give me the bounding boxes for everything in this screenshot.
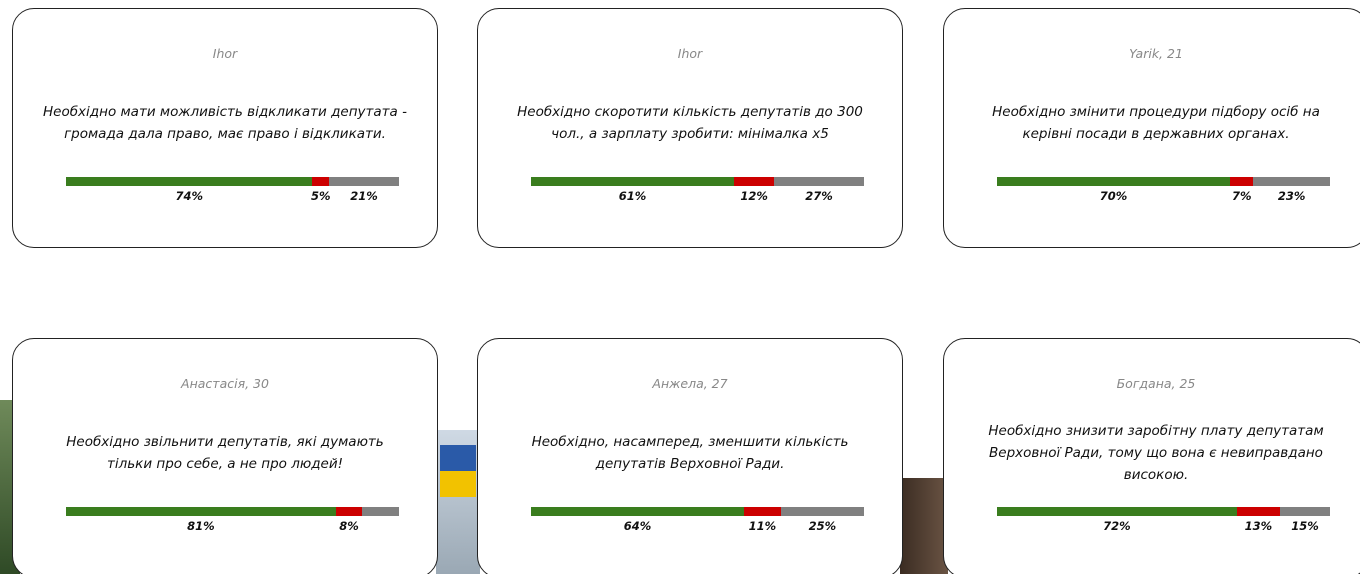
card: Ihor Необхідно мати можливість відкликати… xyxy=(12,8,438,248)
value-label: 27% xyxy=(805,189,833,203)
vote-bar: 72% 13% 15% xyxy=(997,507,1330,533)
author: Анжела, 27 xyxy=(652,376,728,391)
background-flag xyxy=(440,445,476,471)
bar-segment: 70% xyxy=(997,177,1231,203)
quote: Необхідно змінити процедури підбору осіб… xyxy=(992,104,1320,142)
card: Ihor Необхідно скоротити кількість депута… xyxy=(477,8,903,248)
value-label: 8% xyxy=(339,519,359,533)
value-label: 72% xyxy=(1103,519,1131,533)
bar-segment: 13% xyxy=(1236,507,1281,533)
value-label: 15% xyxy=(1291,519,1319,533)
value-label: 21% xyxy=(350,189,378,203)
bar-segment: 23% xyxy=(1253,177,1330,203)
bar-segment: 7% xyxy=(1230,177,1254,203)
bar-segment: 21% xyxy=(329,177,399,203)
quote: Необхідно, насамперед, зменшити кількіст… xyxy=(531,434,849,472)
vote-bar: 61% 12% 27% xyxy=(531,177,864,203)
quote: Необхідно знизити заробітну плату депута… xyxy=(988,423,1324,483)
author: Ihor xyxy=(212,46,238,61)
bar-segment: 81% xyxy=(66,507,336,533)
bar-segment: 74% xyxy=(66,177,313,203)
bar-segment xyxy=(362,507,399,516)
bar-segment: 61% xyxy=(531,177,735,203)
value-label: 12% xyxy=(740,189,768,203)
bar-segment: 5% xyxy=(311,177,330,203)
value-label: 5% xyxy=(310,189,331,203)
value-label: 70% xyxy=(1099,189,1128,203)
vote-bar: 70% 7% 23% xyxy=(997,177,1330,203)
quote: Необхідно мати можливість відкликати деп… xyxy=(43,104,407,142)
card: Богдана, 25 Необхідно знизити заробітну п… xyxy=(943,338,1360,574)
bar-segment: 11% xyxy=(744,507,781,533)
vote-bar: 74% 5% 21% xyxy=(66,177,399,203)
bar-segment: 72% xyxy=(997,507,1237,533)
author: Ihor xyxy=(677,46,703,61)
bar-segment: 25% xyxy=(780,507,864,533)
card: Анастасія, 30 Необхідно звільнити депутат… xyxy=(12,338,438,574)
author: Богдана, 25 xyxy=(1116,376,1196,391)
value-label: 7% xyxy=(1231,189,1252,203)
bar-segment: 12% xyxy=(734,177,775,203)
value-label: 64% xyxy=(623,519,652,533)
background-building xyxy=(900,478,948,574)
card: Анжела, 27 Необхідно, насамперед, зменшит… xyxy=(477,338,903,574)
value-label: 74% xyxy=(175,189,203,203)
quote: Необхідно скоротити кількість депутатів … xyxy=(517,104,863,142)
author: Yarik, 21 xyxy=(1129,46,1183,61)
value-label: 13% xyxy=(1244,519,1273,533)
vote-bar: 64% 11% 25% xyxy=(531,507,864,533)
value-label: 11% xyxy=(748,519,777,533)
bar-segment: 8% xyxy=(335,507,363,533)
quote: Необхідно звільнити депутатів, які думаю… xyxy=(66,434,384,472)
value-label: 61% xyxy=(618,189,647,203)
value-label: 23% xyxy=(1277,189,1306,203)
vote-bar: 81% 8% xyxy=(66,507,399,533)
value-label: 25% xyxy=(808,519,837,533)
bar-segment: 64% xyxy=(531,507,745,533)
background-flag xyxy=(440,471,476,497)
bar-segment: 27% xyxy=(774,177,864,203)
bar-segment: 15% xyxy=(1280,507,1330,533)
author: Анастасія, 30 xyxy=(181,376,269,391)
card: Yarik, 21 Необхідно змінити процедури під… xyxy=(943,8,1360,248)
value-label: 81% xyxy=(187,519,215,533)
